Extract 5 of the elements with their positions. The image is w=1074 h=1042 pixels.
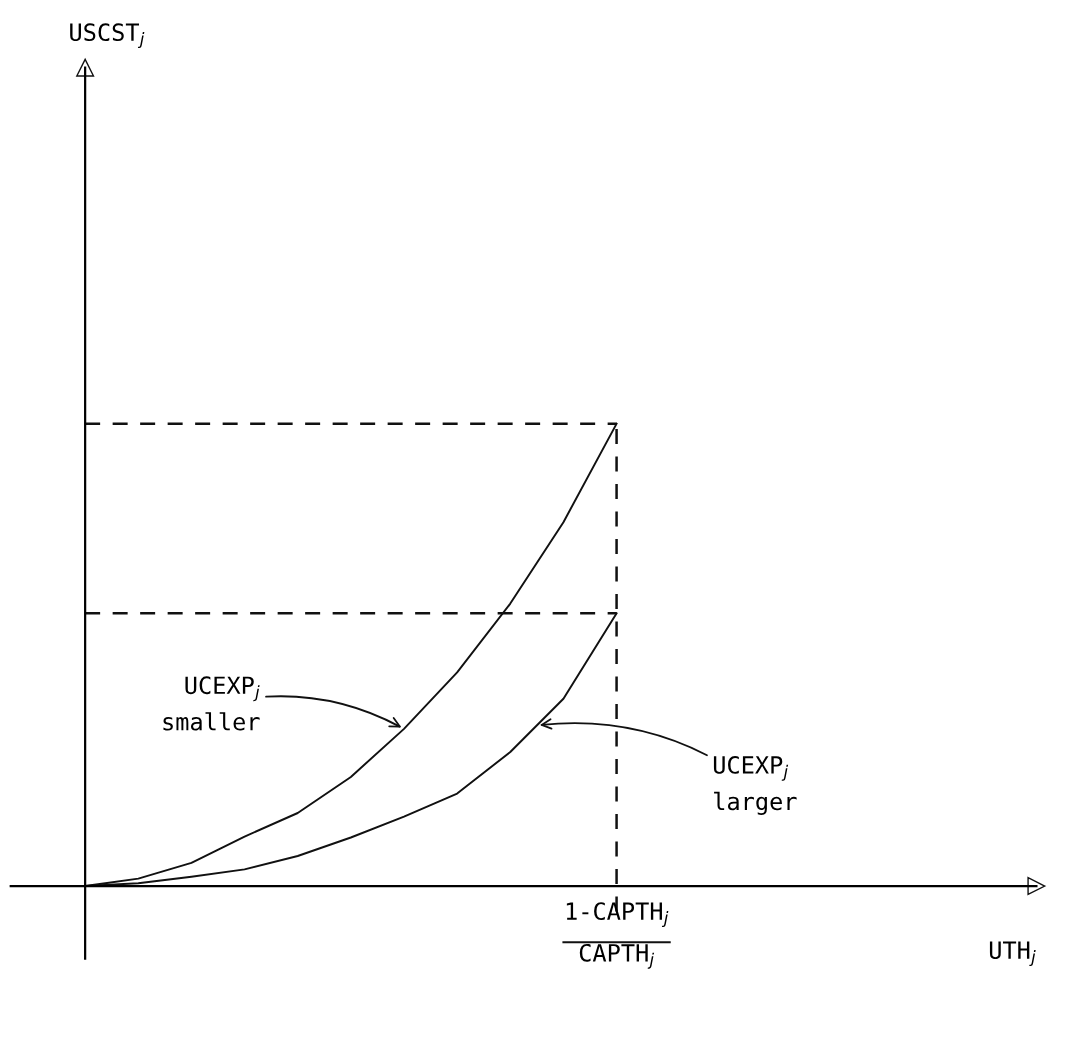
text: UCEXP$_{j}$ larger [713, 755, 797, 815]
annotation: UCEXP$_{j}$ smaller [163, 676, 260, 731]
text: USCST$_{j}$ [70, 23, 145, 49]
category-label: 1-CAPTH$_{j}$ CAPTH$_{j}$ [566, 902, 669, 969]
text: UTH$_{j}$ [989, 941, 1036, 967]
